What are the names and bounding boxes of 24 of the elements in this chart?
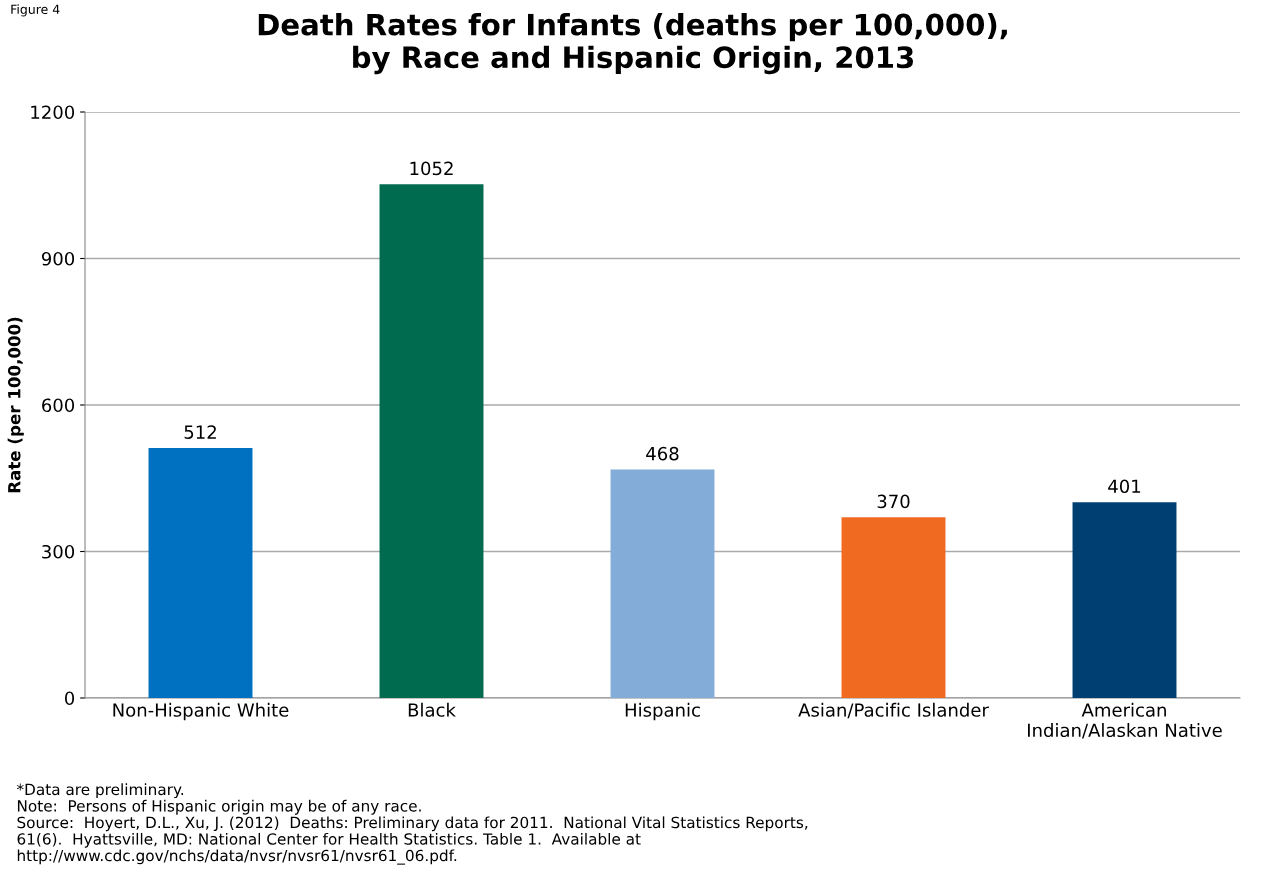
text: *Data are preliminary. Note: Persons of Hispanic origin may be of any race. Source: Hoyert, D.L., Xu, J. (2012) Deaths: Preliminary data for 2011. National Vital Statistics Reports, 61(6). Hyattsville, MD: National Center for Health Statistics. Table 1. Available at http://www.cdc.gov/nchs/data/nvsr/nvsr61/nvsr61_06.pdf. <box>16 783 808 865</box>
y-tick-label: 600 <box>42 398 75 413</box>
caption: Figure 4 <box>11 4 60 17</box>
y-tick-label: 300 <box>42 544 75 559</box>
x-tick-label: Hispanic <box>625 702 700 721</box>
data-label: 512 <box>184 425 216 439</box>
bar <box>1072 502 1177 698</box>
bar <box>379 184 484 698</box>
chart-title: Death Rates for Infants (deaths per 100,000), by Race and Hispanic Origin, 2013 <box>258 13 1007 75</box>
bar <box>841 517 946 698</box>
x-tick-label: American Indian/Alaskan Native <box>1028 702 1222 739</box>
x-tick-label: Asian/Pacific Islander <box>798 702 989 719</box>
y-tick-label: 1200 <box>31 105 75 120</box>
x-tick-label: Black <box>408 702 456 717</box>
x-tick-label: Non-Hispanic White <box>113 702 289 721</box>
y-tick-label: 900 <box>41 251 75 266</box>
data-label: 1052 <box>410 161 453 176</box>
y-axis-title: Rate (per 100,000) <box>7 317 24 493</box>
bar <box>610 469 715 698</box>
data-label: 468 <box>646 446 679 461</box>
data-label: 401 <box>1108 479 1141 494</box>
bar <box>148 447 253 698</box>
data-label: 370 <box>877 494 910 509</box>
y-tick-label: 0 <box>64 691 75 706</box>
